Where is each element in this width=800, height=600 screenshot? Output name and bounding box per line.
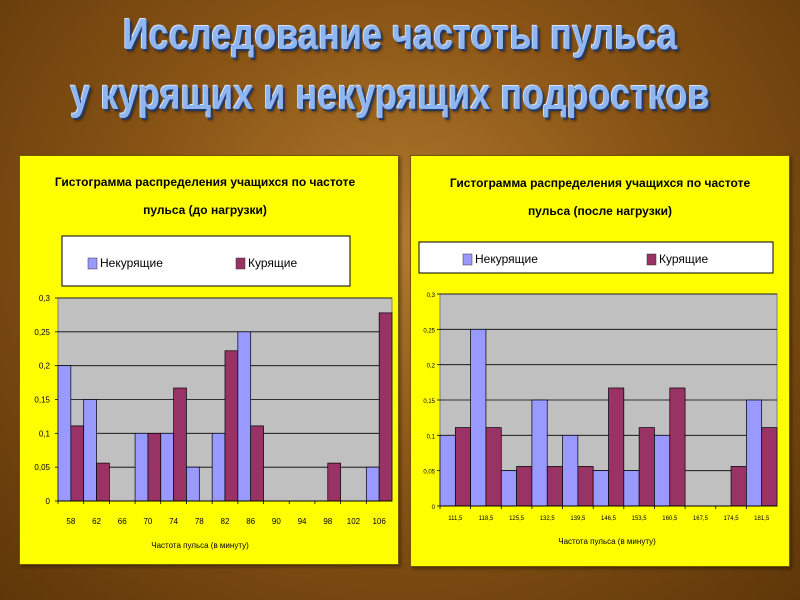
x-axis-label: Частота пульса (в минуту) bbox=[151, 541, 249, 550]
y-tick-label: 0,25 bbox=[34, 328, 50, 337]
bar-smokers bbox=[730, 466, 747, 507]
legend-label-smokers: Курящие bbox=[659, 252, 708, 266]
legend-box bbox=[418, 241, 774, 274]
bar-nonsmokers bbox=[746, 399, 763, 507]
legend-box bbox=[61, 235, 351, 287]
x-tick-label: 174,5 bbox=[724, 516, 740, 522]
x-tick-label: 90 bbox=[272, 517, 281, 526]
x-tick-label: 58 bbox=[66, 517, 75, 526]
bar-nonsmokers bbox=[592, 470, 609, 507]
chart-panel-after-load: Гистограмма распределения учащихся по ча… bbox=[410, 155, 790, 567]
slide-title-line1: Исследование частоты пульса bbox=[122, 10, 678, 59]
bar-smokers bbox=[546, 466, 563, 507]
legend: Некурящие Курящие bbox=[61, 235, 351, 287]
bar-smokers bbox=[147, 432, 162, 502]
chart-title-line1: Гистограмма распределения учащихся по ча… bbox=[55, 175, 356, 189]
histogram-after-load: Гистограмма распределения учащихся по ча… bbox=[418, 176, 778, 546]
bar-smokers bbox=[761, 427, 778, 507]
legend-swatch-nonsmokers bbox=[87, 257, 98, 270]
legend-swatch-nonsmokers bbox=[462, 253, 473, 266]
y-tick-label: 0,25 bbox=[423, 328, 435, 334]
y-tick-label: 0,1 bbox=[427, 434, 436, 440]
y-tick-label: 0,05 bbox=[34, 463, 50, 472]
chart-title-line1: Гистограмма распределения учащихся по ча… bbox=[450, 176, 751, 190]
chart-title-line2: пульса (после нагрузки) bbox=[528, 204, 672, 218]
slide-title-line2: у курящих и некурящих подростков bbox=[70, 70, 710, 119]
bar-nonsmokers bbox=[500, 470, 517, 507]
bar-nonsmokers bbox=[134, 432, 149, 502]
chart-title-line2: пульса (до нагрузки) bbox=[143, 203, 267, 217]
bar-smokers bbox=[173, 387, 187, 502]
x-tick-label: 125,5 bbox=[509, 516, 525, 522]
legend-swatch-smokers bbox=[646, 253, 657, 266]
bar-smokers bbox=[608, 387, 625, 507]
bar-nonsmokers bbox=[57, 365, 72, 502]
x-tick-label: 118,5 bbox=[479, 516, 494, 522]
bar-smokers bbox=[577, 466, 594, 507]
y-tick-label: 0,1 bbox=[39, 429, 51, 438]
bar-nonsmokers bbox=[470, 328, 487, 507]
x-tick-label: 153,5 bbox=[632, 516, 648, 522]
y-tick-label: 0,05 bbox=[423, 470, 435, 476]
x-tick-label: 86 bbox=[246, 517, 255, 526]
y-tick-label: 0,2 bbox=[427, 364, 436, 370]
y-tick-label: 0 bbox=[432, 505, 436, 511]
chart-panel-before-load: Гистограмма распределения учащихся по ча… bbox=[19, 155, 399, 565]
legend-label-nonsmokers: Некурящие bbox=[100, 256, 163, 270]
x-tick-label: 94 bbox=[298, 517, 307, 526]
legend: Некурящие Курящие bbox=[418, 241, 774, 274]
y-tick-label: 0,15 bbox=[34, 396, 50, 405]
bar-nonsmokers bbox=[83, 399, 97, 502]
x-tick-label: 111,5 bbox=[448, 516, 463, 522]
bar-nonsmokers bbox=[531, 399, 548, 507]
bar-nonsmokers bbox=[439, 434, 456, 507]
legend-label-nonsmokers: Некурящие bbox=[475, 252, 538, 266]
legend-label-smokers: Курящие bbox=[248, 256, 297, 270]
bar-smokers bbox=[70, 425, 85, 502]
x-tick-label: 167,5 bbox=[693, 516, 709, 522]
bar-smokers bbox=[378, 312, 393, 502]
bar-smokers bbox=[454, 427, 471, 507]
bar-smokers bbox=[327, 462, 341, 502]
y-tick-label: 0,2 bbox=[39, 362, 51, 371]
x-tick-label: 82 bbox=[221, 517, 230, 526]
bar-nonsmokers bbox=[562, 434, 579, 507]
bar-nonsmokers bbox=[654, 434, 671, 507]
bar-nonsmokers bbox=[623, 470, 640, 507]
x-tick-label: 74 bbox=[169, 517, 178, 526]
x-tick-label: 181,5 bbox=[754, 516, 770, 522]
x-tick-label: 139,5 bbox=[570, 516, 586, 522]
x-tick-label: 62 bbox=[92, 517, 101, 526]
y-tick-label: 0,3 bbox=[39, 294, 51, 303]
y-tick-label: 0,15 bbox=[423, 399, 435, 405]
histogram-before-load: Гистограмма распределения учащихся по ча… bbox=[34, 175, 393, 550]
x-tick-label: 106 bbox=[372, 517, 386, 526]
x-tick-label: 146,5 bbox=[601, 516, 617, 522]
x-tick-label: 66 bbox=[118, 517, 127, 526]
bar-smokers bbox=[96, 462, 110, 502]
bar-nonsmokers bbox=[237, 331, 252, 502]
x-tick-label: 78 bbox=[195, 517, 204, 526]
bar-smokers bbox=[485, 427, 502, 507]
bar-smokers bbox=[250, 425, 264, 502]
bar-nonsmokers bbox=[365, 466, 380, 502]
bar-smokers bbox=[516, 466, 533, 507]
bar-nonsmokers bbox=[160, 432, 174, 502]
y-tick-label: 0 bbox=[46, 497, 51, 506]
x-tick-label: 70 bbox=[143, 517, 152, 526]
x-axis-label: Частота пульса (в минуту) bbox=[558, 537, 656, 546]
x-tick-label: 132,5 bbox=[540, 516, 556, 522]
bar-smokers bbox=[638, 427, 655, 507]
bar-nonsmokers bbox=[211, 432, 226, 502]
x-tick-label: 102 bbox=[347, 517, 361, 526]
x-tick-label: 98 bbox=[323, 517, 332, 526]
legend-swatch-smokers bbox=[235, 257, 246, 270]
y-tick-label: 0,3 bbox=[427, 293, 436, 299]
bar-smokers bbox=[224, 350, 239, 502]
bar-nonsmokers bbox=[186, 466, 200, 502]
bar-smokers bbox=[669, 387, 686, 507]
x-tick-label: 160,5 bbox=[662, 516, 678, 522]
